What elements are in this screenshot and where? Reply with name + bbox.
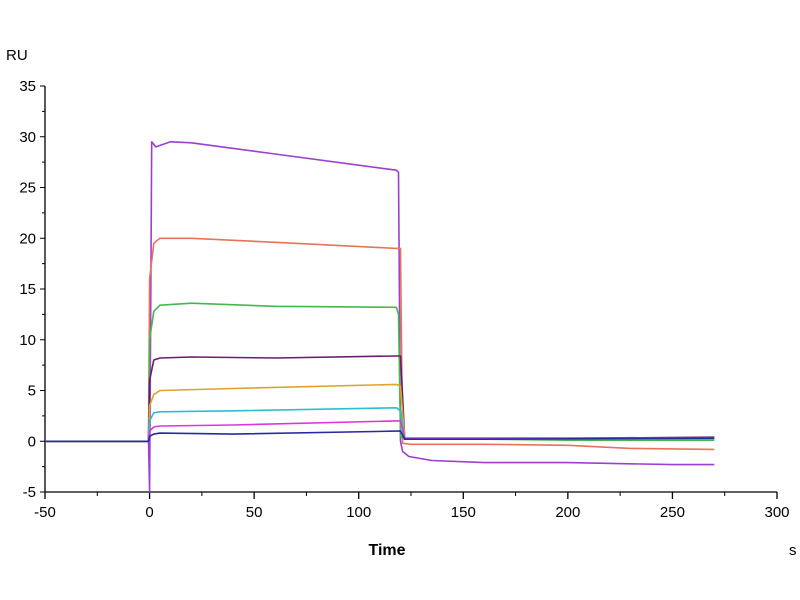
- y-tick-label: 5: [28, 383, 36, 400]
- x-axis-label: Time: [368, 542, 405, 559]
- series-line-curve-4: [45, 355, 715, 443]
- x-tick-label: 50: [246, 504, 263, 521]
- y-tick-label: 25: [19, 180, 36, 197]
- y-tick-label: 30: [19, 129, 36, 146]
- series-line-curve-7: [45, 420, 715, 443]
- x-tick-label: 150: [451, 504, 476, 521]
- series-line-curve-8: [45, 430, 715, 443]
- series-line-curve-5: [45, 383, 715, 443]
- y-tick-label: -5: [23, 484, 36, 501]
- y-tick-label: 15: [19, 281, 36, 298]
- x-tick-label: 250: [660, 504, 685, 521]
- y-tick-label: 0: [28, 433, 36, 450]
- series-line-curve-6: [45, 406, 715, 443]
- y-tick-label: 10: [19, 332, 36, 349]
- x-tick-label: -50: [34, 504, 56, 521]
- x-tick-label: 200: [555, 504, 580, 521]
- y-axis-label: RU: [6, 47, 28, 64]
- x-axis-unit: s: [789, 542, 797, 559]
- x-tick-label: 100: [346, 504, 371, 521]
- series-line-curve-2: [45, 237, 715, 451]
- x-tick-label: 0: [145, 504, 153, 521]
- series-line-curve-1: [45, 141, 715, 493]
- y-tick-label: 35: [19, 78, 36, 95]
- x-tick-label: 300: [764, 504, 789, 521]
- y-tick-label: 20: [19, 230, 36, 247]
- series-group: [45, 141, 715, 493]
